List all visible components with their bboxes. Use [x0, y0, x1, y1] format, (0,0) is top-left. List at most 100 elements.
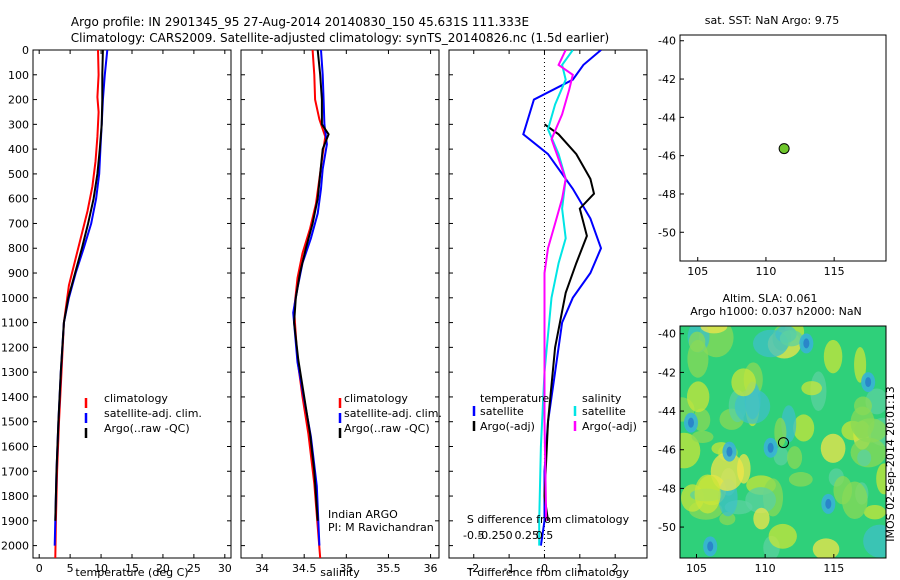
series-line-argo-adj-: [543, 123, 596, 521]
x-tick-label: 15: [125, 562, 139, 575]
depth-tick-label: 800: [8, 242, 29, 255]
map-y-tick-label: -46: [658, 150, 676, 163]
sla-blob: [863, 505, 886, 520]
depth-tick-label: 700: [8, 217, 29, 230]
sla-blob: [719, 512, 736, 526]
map-y-tick-label: -46: [658, 444, 676, 457]
sla-blob: [854, 396, 872, 416]
institution-note: Indian ARGO: [328, 508, 398, 521]
legend-label-temperature-argo: Argo(-adj): [480, 420, 535, 433]
map-y-tick-label: -50: [658, 521, 676, 534]
s-difference-tick-label: -0.5: [463, 529, 484, 542]
temperature-x-axis: 0 5 10 15 20 25 30: [36, 50, 232, 575]
sla-map-marks: [777, 437, 789, 449]
sla-blob: [841, 481, 868, 520]
legend-label-salinity-satellite: satellite: [582, 405, 626, 418]
depth-tick-label: 1300: [1, 366, 29, 379]
sla-blob: [876, 463, 886, 495]
salinity-panel: 34 34.5 35 35.5 36 salinity climatology sate…: [240, 49, 442, 579]
x-tick-label: 35.5: [376, 562, 401, 575]
legend-label-salinity-argo: Argo(-adj): [582, 420, 637, 433]
legend-label-satellite: satellite-adj. clim.: [104, 407, 202, 420]
sla-map-axes: 105 110 115 -40 -42 -44 -46 -48 -50: [658, 328, 844, 575]
sla-blob: [857, 449, 872, 467]
sla-blob: [710, 452, 745, 491]
sla-blob: [691, 430, 714, 444]
sla-blob: [694, 474, 721, 514]
sla-blob: [768, 523, 797, 549]
series-line-argo-raw-qc-: [293, 50, 330, 521]
sla-map-panel: Altim. SLA: 0.061 Argo h1000: 0.037 h200…: [658, 292, 887, 575]
sla-blob: [854, 418, 886, 443]
depth-tick-label: 100: [8, 69, 29, 82]
sla-blob: [793, 414, 815, 442]
header-line-2: Climatology: CARS2009. Satellite-adjuste…: [71, 31, 609, 45]
sla-blob: [745, 487, 777, 514]
series-line-satellite: [538, 50, 574, 546]
salinity-difference-ticks: -0.5-0.25 0 0.250.5: [463, 529, 553, 542]
sst-map-marks: [778, 143, 790, 155]
x-tick-label: 5: [67, 562, 74, 575]
depth-tick-label: 1500: [1, 416, 29, 429]
depth-tick-label: 1200: [1, 341, 29, 354]
temperature-legend: climatology satellite-adj. clim. Argo(..…: [84, 392, 202, 438]
depth-tick-label: 300: [8, 118, 29, 131]
depth-tick-label: 0: [22, 44, 29, 57]
depth-tick-label: 1600: [1, 440, 29, 453]
sla-blob: [686, 381, 710, 413]
depth-tick-label: 500: [8, 168, 29, 181]
sla-map-subtitle: Argo h1000: 0.037 h2000: NaN: [690, 305, 862, 318]
sla-blob: [788, 472, 813, 487]
map-y-tick-label: -42: [658, 366, 676, 379]
sla-low-core: [767, 442, 774, 453]
x-tick-label: 36: [424, 562, 438, 575]
map-x-tick-label: 110: [755, 562, 776, 575]
x-tick-label: -2: [468, 562, 479, 575]
temperature-lines: [53, 50, 109, 558]
map-x-tick-label: 115: [824, 265, 845, 278]
sla-map-title: Altim. SLA: 0.061: [722, 292, 817, 305]
x-tick-label: 0: [541, 562, 548, 575]
x-tick-label: 10: [94, 562, 108, 575]
x-tick-label: 0: [36, 562, 43, 575]
map-x-tick-label: 105: [686, 562, 707, 575]
x-tick-label: 20: [156, 562, 170, 575]
sla-blob: [737, 453, 751, 484]
sla-blob: [734, 389, 771, 424]
argo-float-marker: [777, 437, 789, 449]
salinity-y-ticks: [241, 49, 439, 547]
x-tick-label: 34: [255, 562, 269, 575]
map-x-tick-label: 105: [687, 265, 708, 278]
map-y-tick-label: -48: [658, 482, 676, 495]
legend-label-argo: Argo(..raw -QC): [104, 422, 190, 435]
sla-blob: [812, 538, 840, 558]
sla-heatmap-blobs: [680, 326, 886, 558]
argo-float-marker: [778, 143, 790, 155]
salinity-axes-frame: [240, 49, 440, 559]
sla-low-core: [687, 417, 694, 428]
difference-legend: temperature salinity satellite Argo(-adj…: [472, 392, 637, 433]
salinity-difference-xlabel: S difference from climatology: [467, 513, 630, 526]
sla-blob: [779, 330, 803, 347]
header-line-1: Argo profile: IN 2901345_95 27-Aug-2014 …: [71, 15, 529, 29]
series-line-argo-adj-: [543, 50, 574, 521]
map-y-tick-label: -40: [658, 328, 676, 341]
sla-low-core: [726, 446, 733, 457]
x-tick-label: 35: [339, 562, 353, 575]
x-tick-label: 2: [612, 562, 619, 575]
s-difference-tick-label: -0.25: [477, 529, 505, 542]
map-y-tick-label: -44: [658, 405, 676, 418]
x-tick-label: -1: [504, 562, 515, 575]
map-x-tick-label: 115: [823, 562, 844, 575]
difference-panel: -2 -1 0 1 2 -0.5-0.25 0 0.250.5 S difference f…: [448, 49, 648, 579]
series-line-climatology: [293, 50, 327, 558]
salinity-xlabel: salinity: [320, 566, 360, 579]
difference-axes-frame: [448, 49, 648, 559]
depth-tick-label: 1700: [1, 465, 29, 478]
x-tick-label: 34.5: [292, 562, 317, 575]
sla-blob: [820, 433, 846, 463]
sla-blob: [731, 368, 756, 397]
depth-tick-label: 1900: [1, 515, 29, 528]
sla-blob: [801, 381, 822, 396]
